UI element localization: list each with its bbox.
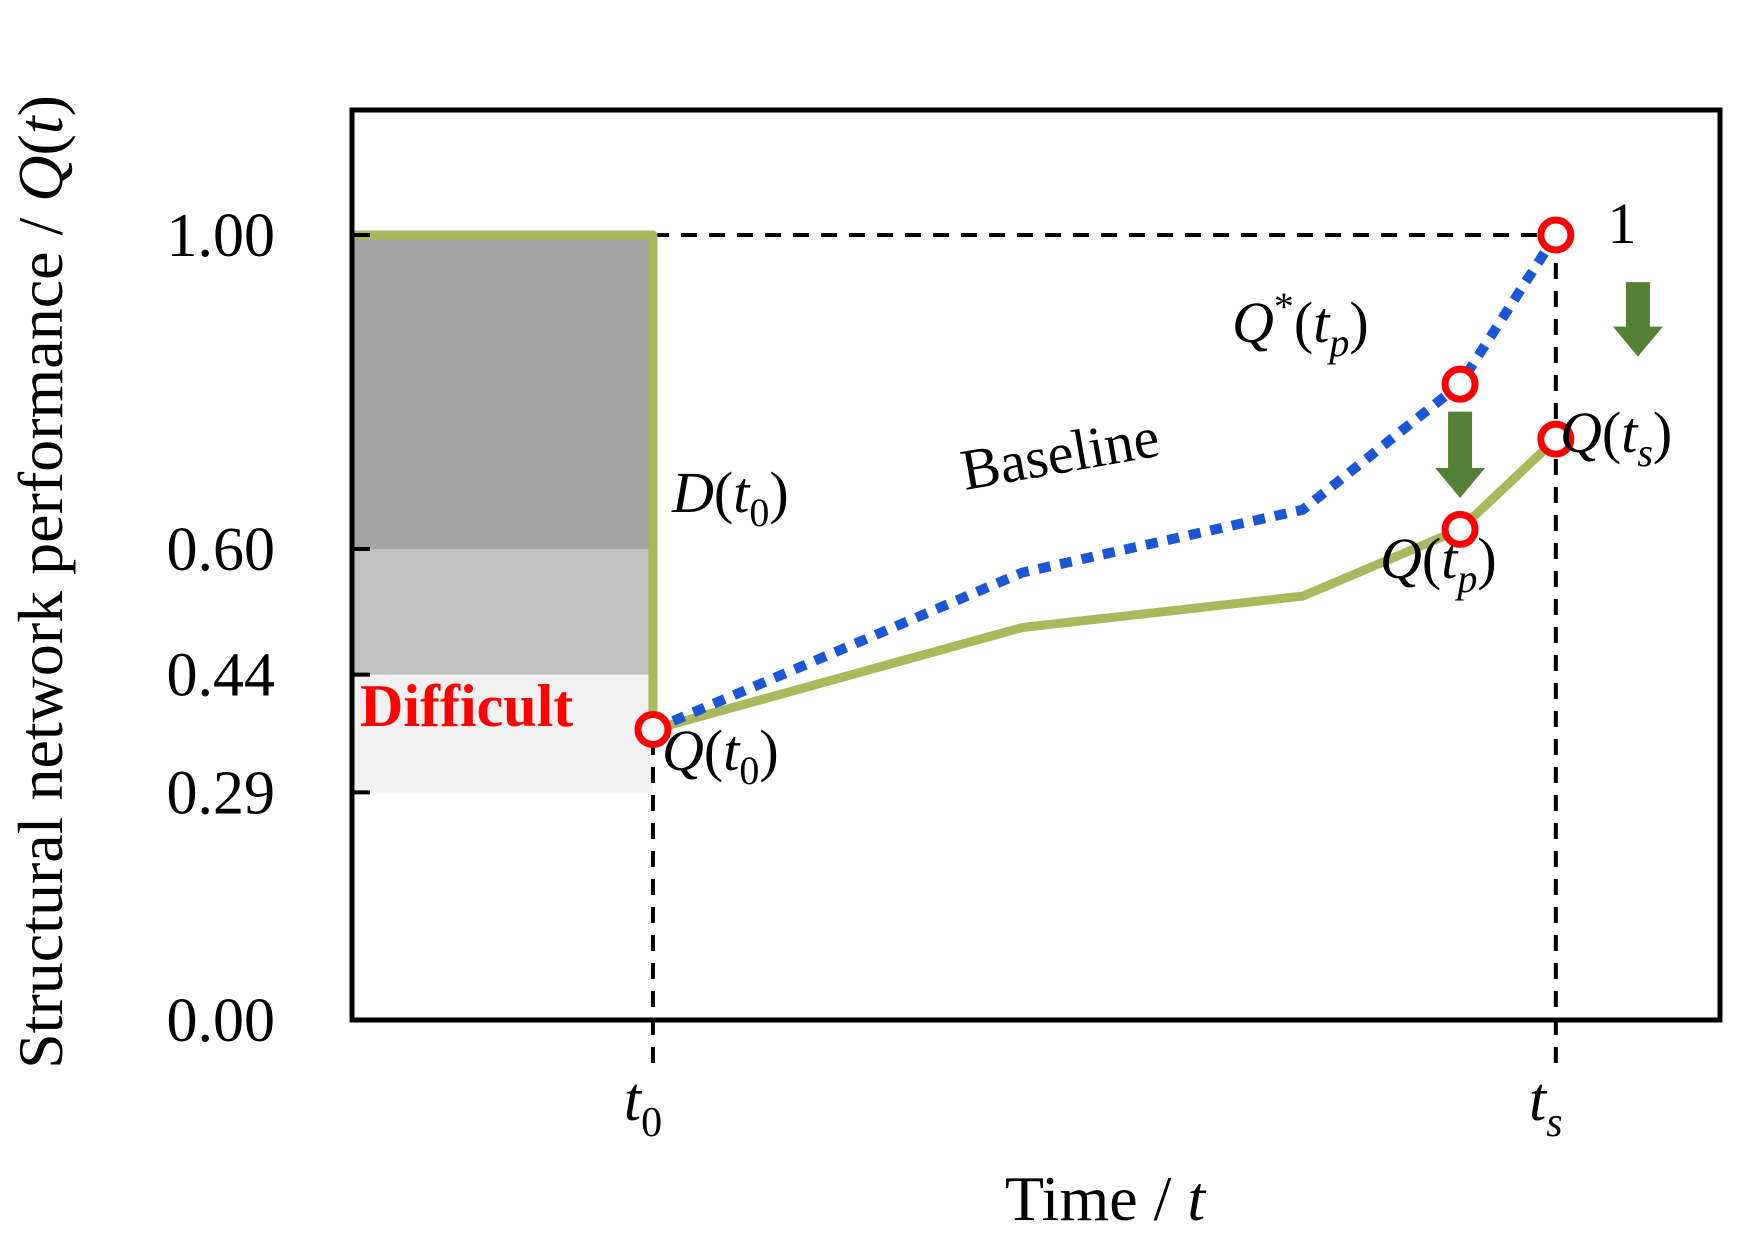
xtick-label-t0: t0 [624, 1066, 662, 1146]
point-q-tp- [1441, 510, 1479, 548]
d-t0-label: D(t0) [671, 460, 789, 535]
data-points [634, 216, 1575, 749]
ytick-label: 0.29 [167, 759, 276, 827]
difficult-label: Difficult [360, 673, 573, 739]
y-ticks: 0.00 0.29 0.44 0.60 1.00 [167, 202, 370, 1055]
point-q-t0- [634, 711, 672, 749]
difficulty-bands [354, 235, 653, 793]
band-medium [354, 549, 653, 675]
y-axis-title: Structural network performance / Q(t) [5, 95, 76, 1069]
point-q-ts- [1537, 420, 1575, 458]
ytick-label: 0.44 [167, 642, 276, 710]
xtick-label-ts: ts [1529, 1066, 1563, 1146]
x-ticks: t0 ts [624, 1066, 1563, 1146]
q-tp-label: Q(tp) [1380, 526, 1497, 601]
arrow-tp-drop [1435, 411, 1486, 498]
qstar-tp-label: Q*(tp) [1232, 284, 1369, 365]
plot-frame [349, 107, 1723, 1023]
arrow-ts-drop [1612, 282, 1663, 357]
band-easy [354, 235, 653, 549]
ytick-label: 0.00 [167, 987, 276, 1055]
baseline-label: Baseline [956, 404, 1164, 503]
point-1 [1537, 216, 1575, 254]
ytick-label: 1.00 [167, 202, 276, 270]
reference-lines [650, 233, 1558, 1072]
q-ts-label: Q(ts) [1560, 400, 1672, 475]
point-q-tp- [1441, 365, 1479, 403]
one-label: 1 [1608, 191, 1637, 256]
q-t0-label: Q(t0) [662, 718, 779, 793]
ytick-label: 0.60 [167, 516, 276, 584]
x-axis-title: Time / t [1005, 1163, 1208, 1234]
band-difficult [354, 674, 653, 793]
series-baseline [651, 232, 1561, 735]
drop-arrows [1435, 282, 1663, 498]
